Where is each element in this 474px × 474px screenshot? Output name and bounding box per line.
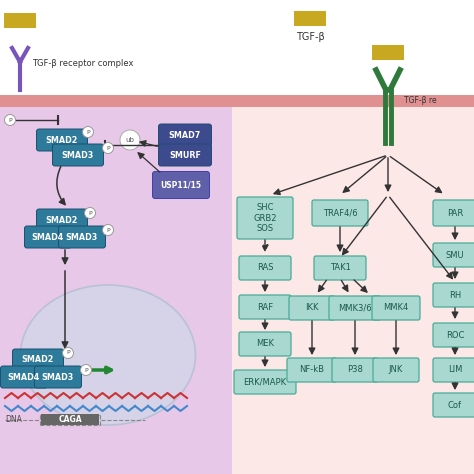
Bar xyxy=(4,22,36,27)
Bar xyxy=(0,107,232,474)
Bar xyxy=(294,10,326,16)
Text: SMAD2: SMAD2 xyxy=(22,356,54,365)
Circle shape xyxy=(102,225,113,236)
Text: SHC
GRB2
SOS: SHC GRB2 SOS xyxy=(253,203,277,233)
Text: USP11/15: USP11/15 xyxy=(161,181,201,190)
FancyBboxPatch shape xyxy=(239,332,291,356)
FancyBboxPatch shape xyxy=(289,296,335,320)
Text: TGF-β: TGF-β xyxy=(296,32,324,42)
FancyBboxPatch shape xyxy=(239,295,291,319)
Text: SMU: SMU xyxy=(446,250,465,259)
Text: RH: RH xyxy=(449,291,461,300)
Text: RAF: RAF xyxy=(257,302,273,311)
FancyBboxPatch shape xyxy=(25,226,72,248)
Bar xyxy=(372,55,404,60)
Text: RAS: RAS xyxy=(257,264,273,273)
Text: ROC: ROC xyxy=(446,330,464,339)
Bar xyxy=(294,16,326,20)
Text: DNA: DNA xyxy=(5,416,22,425)
Text: JNK: JNK xyxy=(389,365,403,374)
Text: P: P xyxy=(86,129,90,135)
Text: ub: ub xyxy=(126,137,135,143)
FancyBboxPatch shape xyxy=(433,393,474,417)
FancyBboxPatch shape xyxy=(58,226,106,248)
Text: P: P xyxy=(84,367,88,373)
Text: TAK1: TAK1 xyxy=(329,264,350,273)
Bar xyxy=(372,49,404,55)
Text: MMK3/6: MMK3/6 xyxy=(338,303,372,312)
Text: LIM: LIM xyxy=(448,365,462,374)
Text: P: P xyxy=(88,210,92,216)
Text: TRAF4/6: TRAF4/6 xyxy=(323,209,357,218)
Text: SMAD3: SMAD3 xyxy=(42,373,74,382)
Circle shape xyxy=(84,208,95,219)
Text: ERK/MAPK: ERK/MAPK xyxy=(244,377,287,386)
Text: P: P xyxy=(66,350,70,356)
Text: NF-kB: NF-kB xyxy=(300,365,325,374)
Circle shape xyxy=(63,347,73,358)
FancyBboxPatch shape xyxy=(287,358,337,382)
FancyBboxPatch shape xyxy=(332,358,378,382)
Text: SMAD3: SMAD3 xyxy=(66,233,98,241)
FancyBboxPatch shape xyxy=(158,144,211,166)
FancyBboxPatch shape xyxy=(158,124,211,146)
Text: SMAD4: SMAD4 xyxy=(8,373,40,382)
Text: PAR: PAR xyxy=(447,209,463,218)
Circle shape xyxy=(4,115,16,126)
Text: MEK: MEK xyxy=(256,339,274,348)
FancyBboxPatch shape xyxy=(312,200,368,226)
FancyBboxPatch shape xyxy=(373,358,419,382)
Text: SMAD2: SMAD2 xyxy=(46,216,78,225)
FancyBboxPatch shape xyxy=(35,366,82,388)
Bar xyxy=(4,18,36,22)
FancyBboxPatch shape xyxy=(433,358,474,382)
Text: Cof: Cof xyxy=(448,401,462,410)
FancyBboxPatch shape xyxy=(53,144,103,166)
FancyBboxPatch shape xyxy=(234,370,296,394)
Text: SMAD7: SMAD7 xyxy=(169,130,201,139)
Bar xyxy=(294,20,326,26)
FancyBboxPatch shape xyxy=(433,283,474,307)
Ellipse shape xyxy=(20,285,195,425)
Text: P: P xyxy=(106,146,110,151)
Bar xyxy=(0,0,474,95)
Bar xyxy=(372,45,404,49)
FancyBboxPatch shape xyxy=(36,129,88,151)
FancyBboxPatch shape xyxy=(372,296,420,320)
FancyBboxPatch shape xyxy=(153,172,210,199)
Bar xyxy=(4,12,36,18)
FancyBboxPatch shape xyxy=(329,296,381,320)
FancyBboxPatch shape xyxy=(12,349,64,371)
Text: P38: P38 xyxy=(347,365,363,374)
Text: SMAD2: SMAD2 xyxy=(46,136,78,145)
Text: TGF-β receptor complex: TGF-β receptor complex xyxy=(32,58,134,67)
FancyBboxPatch shape xyxy=(36,209,88,231)
FancyBboxPatch shape xyxy=(239,256,291,280)
FancyBboxPatch shape xyxy=(237,197,293,239)
Text: SMAD4: SMAD4 xyxy=(32,233,64,241)
Text: MMK4: MMK4 xyxy=(383,303,409,312)
Circle shape xyxy=(120,130,140,150)
FancyBboxPatch shape xyxy=(314,256,366,280)
Text: P: P xyxy=(8,118,12,122)
FancyBboxPatch shape xyxy=(433,243,474,267)
FancyBboxPatch shape xyxy=(433,323,474,347)
Bar xyxy=(232,107,474,474)
Circle shape xyxy=(82,127,93,137)
FancyBboxPatch shape xyxy=(433,200,474,226)
Circle shape xyxy=(81,365,91,375)
Text: CAGA: CAGA xyxy=(58,416,82,425)
Text: SMAD3: SMAD3 xyxy=(62,151,94,159)
Bar xyxy=(0,95,474,107)
Text: SMURF: SMURF xyxy=(169,151,201,159)
Circle shape xyxy=(102,143,113,154)
Text: TGF-β re: TGF-β re xyxy=(404,95,437,104)
Bar xyxy=(41,414,99,425)
Text: IKK: IKK xyxy=(305,303,319,312)
FancyBboxPatch shape xyxy=(0,366,47,388)
Text: P: P xyxy=(106,228,110,233)
